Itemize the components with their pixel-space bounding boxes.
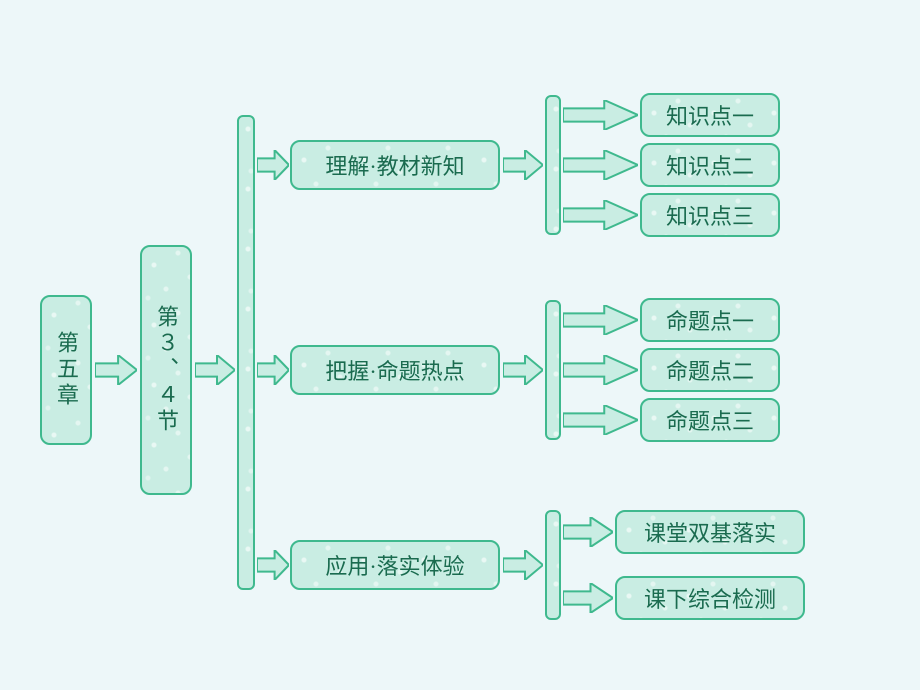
node: 命题点二: [640, 348, 780, 392]
arrow-icon: [563, 583, 613, 613]
node: 应用·落实体验: [290, 540, 500, 590]
connector-bar: [237, 115, 255, 590]
node: 命题点三: [640, 398, 780, 442]
arrow-icon: [195, 355, 235, 385]
arrow-icon: [257, 550, 289, 580]
connector-bar: [545, 300, 561, 440]
node: 理解·教材新知: [290, 140, 500, 190]
arrow-icon: [563, 405, 638, 435]
node: 知识点二: [640, 143, 780, 187]
arrow-icon: [563, 200, 638, 230]
arrow-icon: [95, 355, 137, 385]
connector-bar: [545, 95, 561, 235]
node: 把握·命题热点: [290, 345, 500, 395]
arrow-icon: [563, 517, 613, 547]
node: 知识点一: [640, 93, 780, 137]
arrow-icon: [257, 355, 289, 385]
node: 课下综合检测: [615, 576, 805, 620]
node: 第五章: [40, 295, 92, 445]
node: 第３、４节: [140, 245, 192, 495]
node: 命题点一: [640, 298, 780, 342]
connector-bar: [545, 510, 561, 620]
arrow-icon: [563, 100, 638, 130]
node: 知识点三: [640, 193, 780, 237]
arrow-icon: [503, 150, 543, 180]
arrow-icon: [503, 355, 543, 385]
node: 课堂双基落实: [615, 510, 805, 554]
arrow-icon: [257, 150, 289, 180]
arrow-icon: [563, 305, 638, 335]
arrow-icon: [563, 355, 638, 385]
arrow-icon: [563, 150, 638, 180]
arrow-icon: [503, 550, 543, 580]
